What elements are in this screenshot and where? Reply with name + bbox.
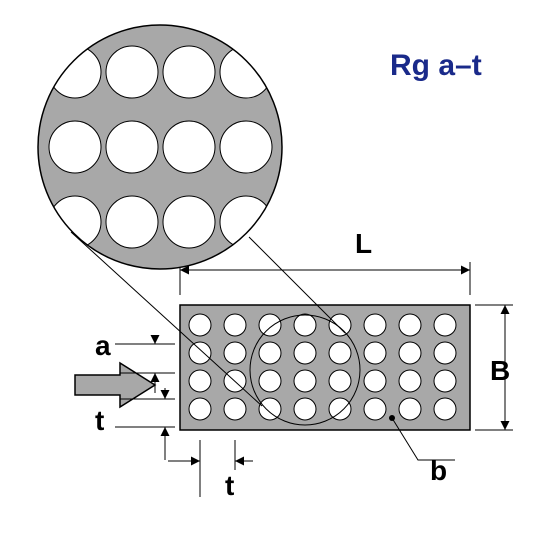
hole: [399, 314, 421, 336]
hole: [259, 398, 281, 420]
hole: [294, 398, 316, 420]
hole: [434, 314, 456, 336]
magnified-hole: [106, 196, 158, 248]
magnified-hole: [163, 121, 215, 173]
sheet-rect: [180, 305, 470, 430]
hole: [399, 398, 421, 420]
label-t_bottom: t: [225, 470, 234, 501]
hole: [259, 342, 281, 364]
hole: [259, 314, 281, 336]
hole: [224, 314, 246, 336]
label-b: b: [430, 455, 447, 486]
magnified-hole: [106, 121, 158, 173]
label-B: B: [490, 355, 510, 386]
hole: [329, 398, 351, 420]
hole: [329, 342, 351, 364]
hole: [364, 398, 386, 420]
hole: [189, 314, 211, 336]
magnified-hole: [49, 121, 101, 173]
magnified-hole: [163, 46, 215, 98]
hole: [364, 314, 386, 336]
hole: [224, 398, 246, 420]
hole: [329, 314, 351, 336]
label-a: a: [95, 330, 111, 361]
hole: [294, 370, 316, 392]
hole: [434, 370, 456, 392]
perforated-sheet: [180, 305, 470, 430]
hole: [364, 342, 386, 364]
hole: [189, 342, 211, 364]
magnified-hole: [220, 121, 272, 173]
hole: [294, 314, 316, 336]
hole: [189, 398, 211, 420]
hole: [224, 342, 246, 364]
magnified-hole: [106, 46, 158, 98]
hole: [434, 342, 456, 364]
label-t_left: t: [95, 405, 104, 436]
magnified-hole: [163, 196, 215, 248]
title-label: Rg a–t: [390, 49, 482, 82]
hole: [364, 370, 386, 392]
hole: [329, 370, 351, 392]
hole: [399, 342, 421, 364]
hole: [434, 398, 456, 420]
hole: [189, 370, 211, 392]
label-L: L: [355, 228, 372, 259]
hole: [399, 370, 421, 392]
hole: [259, 370, 281, 392]
hole: [294, 342, 316, 364]
